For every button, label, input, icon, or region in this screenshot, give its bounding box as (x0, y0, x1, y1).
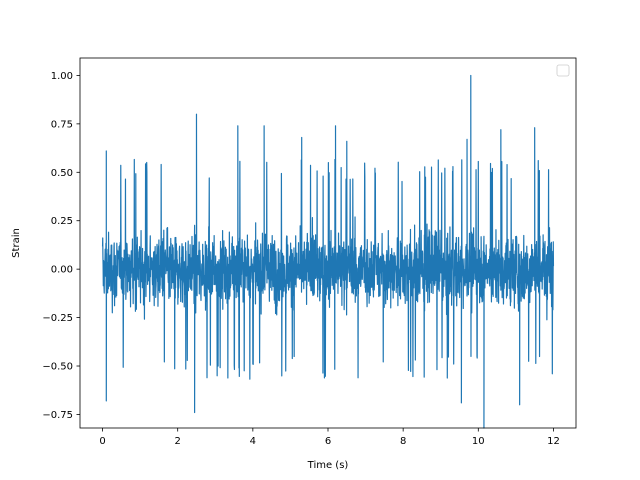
x-tick-label: 2 (175, 436, 181, 447)
x-tick-label: 6 (325, 436, 331, 447)
y-tick-label: 1.00 (51, 71, 73, 82)
y-axis-label: Strain (11, 228, 22, 258)
y-tick-label: −0.25 (42, 313, 73, 324)
x-axis: 0 2 4 6 8 10 12 (99, 428, 560, 447)
legend-box (556, 64, 570, 77)
x-tick-label: 0 (99, 436, 105, 447)
series-layer (101, 74, 555, 429)
series-line (101, 74, 555, 429)
x-tick-label: 10 (472, 436, 485, 447)
y-tick-label: 0.75 (51, 119, 73, 130)
y-axis: −0.75 −0.50 −0.25 0.00 0.25 0.50 0.75 1.00 (42, 71, 80, 421)
x-axis-label: Time (s) (307, 460, 349, 471)
x-tick-label: 4 (250, 436, 256, 447)
y-tick-label: 0.50 (51, 168, 73, 179)
y-tick-label: 0.00 (51, 265, 73, 276)
x-tick-label: 8 (400, 436, 406, 447)
x-tick-label: 12 (547, 436, 560, 447)
y-tick-label: −0.75 (42, 410, 73, 421)
y-tick-label: −0.50 (42, 362, 73, 373)
y-tick-label: 0.25 (51, 216, 73, 227)
